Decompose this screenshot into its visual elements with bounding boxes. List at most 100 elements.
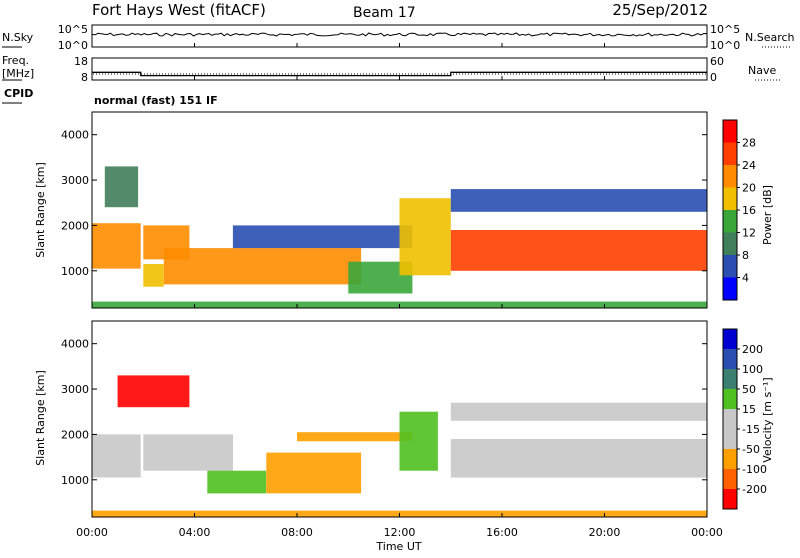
heatmap-cell xyxy=(104,166,139,208)
freq-left-label-1: Freq. xyxy=(2,54,29,67)
colorbar-segment xyxy=(723,142,737,165)
heatmap-cell xyxy=(399,411,438,471)
colorbar-frame xyxy=(722,328,738,510)
colorbar-tick-label: -15 xyxy=(742,423,760,436)
colorbar-tick-label: 20 xyxy=(742,182,756,195)
colorbar-tick-label: 15 xyxy=(742,403,756,416)
freq-left-tick-top: 18 xyxy=(74,55,88,68)
colorbar-tick-label: -200 xyxy=(742,483,767,496)
time-tick-label: 00:00 xyxy=(76,526,108,539)
colorbar-tick-label: 50 xyxy=(742,383,756,396)
freq-trace xyxy=(92,71,707,77)
colorbar-tick-label: 200 xyxy=(742,343,763,356)
noise-left-label: N.Sky xyxy=(2,31,34,44)
noise-left-tick-top: 10^5 xyxy=(58,23,88,36)
y-tick-label: 3000 xyxy=(61,174,89,187)
date-label: 25/Sep/2012 xyxy=(612,1,708,19)
heatmap-cell xyxy=(450,402,708,421)
beam-label: Beam 17 xyxy=(353,5,416,21)
velocity-colorbar: 200 100 50 15 -15 -50 -100 -200 xyxy=(722,328,767,510)
freq-right-tick-top: 60 xyxy=(710,55,724,68)
power-ylabel: Slant Range [km] xyxy=(34,162,47,258)
y-tick-label: 4000 xyxy=(61,338,89,351)
colorbar-tick-label: 28 xyxy=(742,137,756,150)
heatmap-cell xyxy=(232,225,413,249)
heatmap-cell xyxy=(207,470,267,494)
time-tick-label: 20:00 xyxy=(589,526,621,539)
heatmap-cell xyxy=(399,198,451,276)
time-tick-label: 04:00 xyxy=(179,526,211,539)
colorbar-segment xyxy=(723,429,737,449)
heatmap-cell xyxy=(143,264,164,287)
colorbar-tick-label: 4 xyxy=(742,272,749,285)
y-tick-label: 2000 xyxy=(61,428,89,441)
velocity-colorbar-label: Velocity [m s⁻¹] xyxy=(761,377,774,462)
power-colorbar: 28 24 20 16 12 8 4 xyxy=(722,119,756,301)
colorbar-tick-label: 12 xyxy=(742,227,756,240)
y-tick-label: 1000 xyxy=(61,474,89,487)
freq-left-tick-bottom: 8 xyxy=(81,71,88,84)
noise-left-tick-bottom: 10^0 xyxy=(58,39,88,52)
colorbar-segment xyxy=(723,120,737,143)
noise-right-tick-top: 10^5 xyxy=(710,23,740,36)
radar-title: Fort Hays West (fitACF) xyxy=(92,1,266,19)
colorbar-tick-label: 100 xyxy=(742,363,763,376)
noise-right-tick-bottom: 10^0 xyxy=(710,39,740,52)
y-tick-label: 2000 xyxy=(61,219,89,232)
colorbar-segment xyxy=(723,449,737,469)
colorbar-segment xyxy=(723,329,737,349)
colorbar-segment xyxy=(723,469,737,489)
colorbar-segment xyxy=(723,349,737,369)
colorbar-tick-label: 24 xyxy=(742,159,756,172)
colorbar-segment xyxy=(723,369,737,389)
cpid-label: CPID xyxy=(4,87,33,100)
colorbar-segment xyxy=(723,232,737,255)
colorbar-segment xyxy=(723,255,737,278)
colorbar-segment xyxy=(723,165,737,188)
colorbar-tick-label: -50 xyxy=(742,443,760,456)
heatmap-cell xyxy=(117,375,190,408)
colorbar-segment xyxy=(723,389,737,409)
colorbar-tick-label: 16 xyxy=(742,204,756,217)
y-tick-label: 4000 xyxy=(61,129,89,142)
noise-right-label: N.Search xyxy=(745,31,795,44)
colorbar-segment xyxy=(723,409,737,429)
freq-left-label-2: [MHz] xyxy=(2,67,34,80)
time-axis: 00:00 04:00 08:00 12:00 16:00 20:00 00:00 xyxy=(76,43,723,539)
y-tick-label: 1000 xyxy=(61,265,89,278)
heatmap-cell xyxy=(297,432,413,442)
velocity-ylabel: Slant Range [km] xyxy=(34,370,47,466)
power-y-axis: 4000 3000 2000 1000 xyxy=(61,129,707,278)
heatmap-cell xyxy=(450,439,708,478)
nave-label: Nave xyxy=(748,64,776,77)
colorbar-tick-label: -100 xyxy=(742,463,767,476)
time-tick-label: 12:00 xyxy=(384,526,416,539)
cpid-text: normal (fast) 151 IF xyxy=(94,94,218,107)
freq-right-tick-bottom: 0 xyxy=(710,71,717,84)
noise-line xyxy=(91,32,708,37)
heatmap-cell xyxy=(266,452,362,494)
time-tick-label: 00:00 xyxy=(691,526,723,539)
colorbar-segment xyxy=(723,277,737,300)
colorbar-segment xyxy=(723,187,737,210)
heatmap-cell xyxy=(92,434,141,478)
velocity-y-axis: 4000 3000 2000 1000 xyxy=(61,338,707,487)
heatmap-cell xyxy=(450,230,708,271)
colorbar-segment xyxy=(723,489,737,509)
noise-trace xyxy=(91,32,708,37)
time-tick-label: 08:00 xyxy=(281,526,313,539)
heatmap-cell xyxy=(163,248,362,285)
heatmap-cell xyxy=(450,189,708,212)
velocity-heatmap xyxy=(92,375,708,517)
time-axis-label: Time UT xyxy=(375,540,421,553)
heatmap-cell xyxy=(143,434,233,471)
y-tick-label: 3000 xyxy=(61,383,89,396)
time-tick-label: 16:00 xyxy=(486,526,518,539)
colorbar-segment xyxy=(723,210,737,233)
power-heatmap xyxy=(92,166,708,308)
heatmap-cell xyxy=(92,223,141,269)
colorbar-tick-label: 8 xyxy=(742,249,749,262)
power-colorbar-label: Power [dB] xyxy=(761,185,774,245)
